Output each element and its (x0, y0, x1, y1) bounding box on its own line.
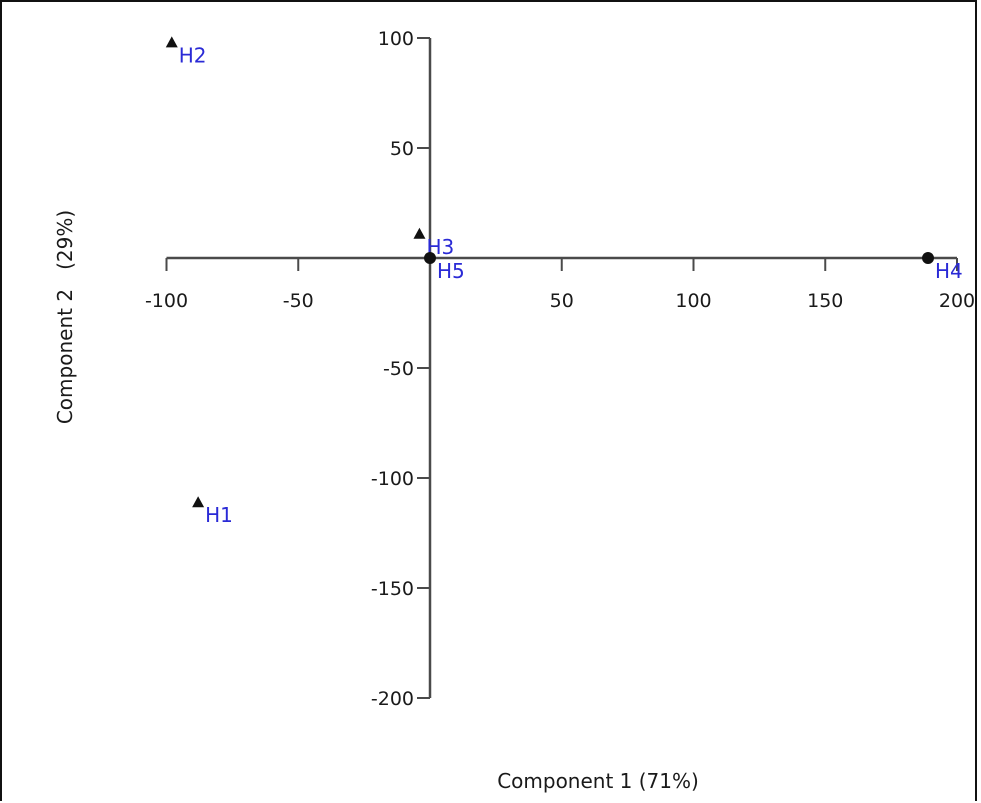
point-h3-marker (413, 227, 426, 239)
point-h1-marker (192, 496, 205, 508)
tick-labels: -100 -50 50 100 150 200 100 50 -50 -100 -150 -200 (145, 28, 975, 710)
tick-marks (165, 37, 958, 699)
point-h5-label: H5 (437, 259, 465, 283)
y-tick-label: 50 (390, 138, 414, 160)
axes (166, 38, 957, 698)
y-tick-label: -50 (383, 358, 414, 380)
y-tick-label: -150 (371, 578, 414, 600)
point-h2-label: H2 (179, 43, 207, 67)
point-h2-marker (165, 36, 178, 48)
data-points: H1 H2 H3 H4 H5 (165, 36, 963, 527)
x-tick-label: -50 (283, 290, 314, 312)
point-h4-marker (922, 252, 935, 264)
x-tick-label: 50 (550, 290, 574, 312)
y-tick-label: -200 (371, 688, 414, 710)
x-axis-title: Component 1 (71%) (497, 769, 699, 793)
point-h3-label: H3 (426, 235, 454, 259)
point-h1-label: H1 (205, 503, 233, 527)
x-tick-label: 100 (675, 290, 711, 312)
x-tick-label: -100 (145, 290, 188, 312)
point-h5-marker (424, 252, 436, 264)
y-tick-label: -100 (371, 468, 414, 490)
y-tick-label: 100 (378, 28, 414, 50)
y-axis-title: Component 2 (29%) (53, 210, 77, 424)
x-tick-label: 200 (939, 290, 975, 312)
point-h4-label: H4 (935, 259, 963, 283)
x-tick-label: 150 (807, 290, 843, 312)
